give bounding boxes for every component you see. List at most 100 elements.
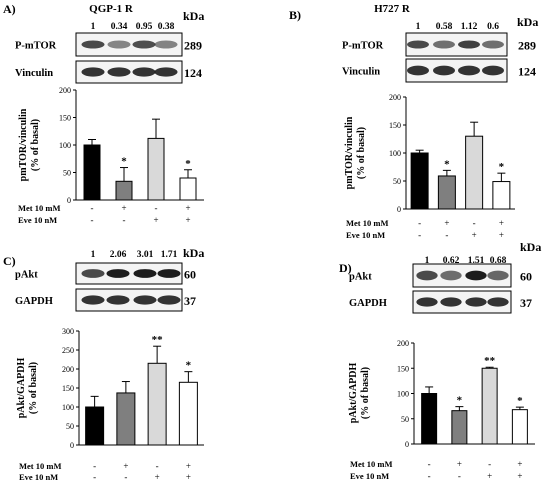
blot-band bbox=[81, 295, 105, 305]
blot-band bbox=[133, 269, 157, 278]
blot-band bbox=[81, 67, 105, 77]
blot-band bbox=[440, 297, 462, 307]
chart-b: 0 50 100 150 200 pmTOR/vinculin(% of basal) * *… bbox=[344, 93, 515, 240]
blot-band bbox=[107, 67, 131, 77]
blot-band bbox=[132, 67, 156, 77]
blot-band bbox=[154, 40, 178, 49]
blot-box bbox=[405, 58, 508, 83]
panel-c: C) kDa 1 2.06 3.01 1.71 pAkt 60 GAPDH 37 bbox=[3, 246, 204, 312]
blot-band bbox=[106, 295, 130, 305]
blot-kda-value: 124 bbox=[184, 66, 202, 80]
densitometry-ratio: 1.71 bbox=[161, 250, 178, 260]
blot-kda-value: 37 bbox=[184, 294, 196, 308]
treatment-label-met: Met 10 mM bbox=[350, 459, 392, 469]
y-tick-label: 150 bbox=[59, 114, 71, 123]
treatment-sign-met: - bbox=[155, 203, 158, 213]
treatment-sign-eve: - bbox=[93, 472, 96, 482]
y-tick-label: 150 bbox=[389, 121, 401, 130]
treatment-sign-eve: - bbox=[124, 472, 127, 482]
significance-marker: * bbox=[186, 360, 192, 372]
y-tick-label: 0 bbox=[70, 441, 74, 450]
blot-band bbox=[465, 297, 487, 307]
treatment-sign-eve: + bbox=[487, 471, 492, 481]
significance-marker: ** bbox=[484, 355, 496, 367]
significance-marker: * bbox=[444, 158, 450, 170]
blot-protein-label: Vinculin bbox=[15, 68, 53, 79]
densitometry-ratio: 0.6 bbox=[487, 22, 499, 32]
blot-box bbox=[405, 32, 508, 57]
blot-protein-label: P-mTOR bbox=[342, 41, 384, 52]
chart-a: 0 50 100 150 200 pmTOR/vinculin(% of basal) * *… bbox=[18, 86, 204, 225]
blot-band bbox=[81, 40, 105, 49]
y-axis-label: pmTOR/vinculin(% of basal) bbox=[18, 108, 41, 181]
blot-band bbox=[482, 65, 504, 76]
treatment-sign-met: + bbox=[499, 218, 504, 228]
treatment-sign-met: - bbox=[418, 218, 421, 228]
y-tick-label: 50 bbox=[393, 177, 401, 186]
densitometry-ratio: 3.01 bbox=[137, 250, 154, 260]
panel-letter: A) bbox=[3, 2, 16, 16]
y-tick-label: 0 bbox=[405, 440, 409, 449]
densitometry-ratio: 0.34 bbox=[111, 22, 128, 32]
blot-kda-value: 289 bbox=[184, 39, 202, 53]
densitometry-ratio: 1 bbox=[91, 22, 96, 32]
significance-marker: * bbox=[185, 158, 191, 170]
bar bbox=[116, 392, 136, 446]
panel-letter: D) bbox=[339, 261, 352, 275]
y-axis-label-line: (% of basal) bbox=[356, 127, 367, 179]
treatment-label-met: Met 10 mM bbox=[18, 203, 60, 213]
blot-band bbox=[157, 269, 181, 278]
blot-kda-value: 37 bbox=[520, 296, 532, 310]
treatment-sign-met: + bbox=[123, 461, 128, 471]
panel-letter: C) bbox=[3, 254, 16, 268]
blot-band bbox=[133, 295, 157, 305]
densitometry-ratio: 0.62 bbox=[443, 256, 460, 266]
blot-protein-label: Vinculin bbox=[342, 67, 380, 78]
blot-band bbox=[440, 270, 462, 281]
significance-marker: ** bbox=[152, 334, 164, 346]
y-tick-label: 200 bbox=[59, 86, 71, 95]
blot-band bbox=[487, 270, 509, 281]
significance-marker: * bbox=[517, 395, 523, 407]
significance-marker: * bbox=[499, 161, 505, 173]
y-axis-label: pAkt/GAPDH(% of basal) bbox=[16, 357, 39, 418]
blot-band bbox=[154, 67, 178, 77]
densitometry-ratio: 1 bbox=[91, 250, 96, 260]
bar bbox=[83, 144, 101, 201]
blot-band bbox=[416, 270, 438, 281]
blot-band bbox=[465, 270, 487, 281]
blot-band bbox=[458, 40, 480, 49]
blot-protein-label: GAPDH bbox=[349, 298, 387, 309]
densitometry-ratio: 0.58 bbox=[436, 22, 453, 32]
blot-band bbox=[106, 269, 130, 278]
bar bbox=[410, 152, 429, 210]
treatment-sign-met: + bbox=[444, 218, 449, 228]
y-axis-label-line: (% of basal) bbox=[28, 362, 39, 414]
treatment-sign-eve: + bbox=[186, 472, 191, 482]
blot-box bbox=[412, 263, 512, 288]
blot-kda-value: 289 bbox=[518, 39, 536, 53]
blot-band bbox=[407, 65, 429, 76]
blot-band bbox=[416, 297, 438, 307]
blot-protein-label: P-mTOR bbox=[15, 41, 57, 52]
treatment-sign-eve: + bbox=[155, 472, 160, 482]
y-axis-label-line: pmTOR/vinculin bbox=[18, 108, 29, 181]
blot-band bbox=[433, 40, 455, 49]
bar bbox=[147, 362, 167, 446]
bar bbox=[421, 393, 438, 445]
blot-kda-value: 60 bbox=[520, 270, 532, 284]
treatment-label-eve: Eve 10 nM bbox=[346, 230, 385, 240]
bar bbox=[147, 137, 165, 201]
blot-band bbox=[487, 297, 509, 307]
y-axis-label-line: pAkt/GAPDH bbox=[16, 357, 27, 418]
cell-line-title: QGP-1 R bbox=[89, 3, 134, 15]
densitometry-ratio: 2.06 bbox=[110, 250, 127, 260]
y-axis-label-line: pmTOR/vinculin bbox=[344, 116, 355, 189]
y-tick-label: 0 bbox=[397, 205, 401, 214]
treatment-sign-met: - bbox=[93, 461, 96, 471]
y-tick-label: 0 bbox=[67, 196, 71, 205]
y-tick-label: 50 bbox=[63, 169, 71, 178]
bar bbox=[115, 180, 133, 201]
treatment-sign-eve: + bbox=[517, 471, 522, 481]
